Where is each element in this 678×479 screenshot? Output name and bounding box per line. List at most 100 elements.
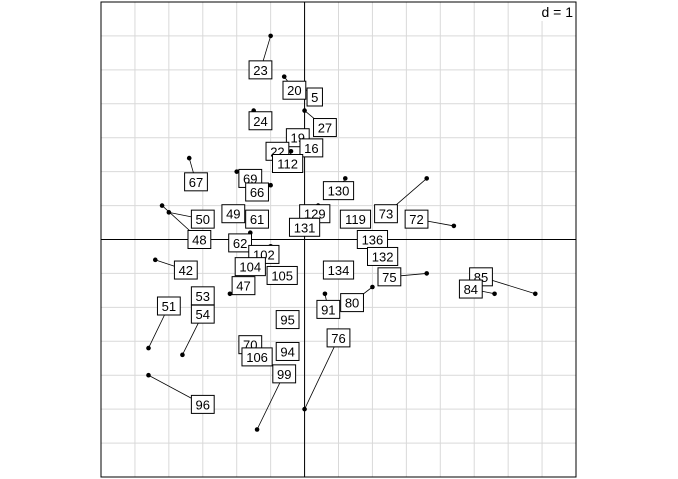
label-text: 94 <box>280 344 294 359</box>
label-text: 24 <box>253 114 267 129</box>
point-48 <box>159 203 165 208</box>
label-text: 95 <box>280 313 294 328</box>
label-132: 132 <box>367 246 399 266</box>
label-84: 84 <box>458 279 483 299</box>
label-box <box>272 364 297 384</box>
arrow-76 <box>304 337 339 410</box>
label-box <box>266 265 298 285</box>
label-62: 62 <box>228 233 253 253</box>
label-text: 23 <box>253 63 267 78</box>
label-54: 54 <box>190 304 215 324</box>
point-76 <box>302 406 307 412</box>
point-75 <box>424 271 430 276</box>
label-5: 5 <box>306 87 323 107</box>
point-51 <box>146 345 151 351</box>
point-112 <box>288 148 294 154</box>
label-text: 20 <box>287 83 301 98</box>
point-54 <box>180 352 185 358</box>
label-27: 27 <box>313 118 337 138</box>
label-text: 61 <box>250 212 264 227</box>
point-23 <box>268 33 273 39</box>
label-136: 136 <box>356 230 389 249</box>
label-50: 50 <box>190 209 215 229</box>
label-134: 134 <box>322 260 355 280</box>
label-box <box>231 276 256 296</box>
point-47 <box>227 291 233 297</box>
label-box <box>245 209 269 229</box>
label-20: 20 <box>282 80 307 100</box>
label-text: 80 <box>345 296 359 311</box>
label-box <box>190 394 215 414</box>
label-112: 112 <box>272 154 304 173</box>
label-73: 73 <box>374 204 398 224</box>
label-box <box>316 299 341 319</box>
label-61: 61 <box>245 209 269 229</box>
label-42: 42 <box>173 260 198 280</box>
label-text: 48 <box>192 233 206 248</box>
label-23: 23 <box>248 60 273 80</box>
label-box <box>190 304 215 324</box>
point-130 <box>342 176 348 181</box>
point-80 <box>370 284 375 290</box>
label-box <box>299 138 324 158</box>
point-50 <box>166 210 172 215</box>
label-94: 94 <box>275 341 300 361</box>
point-96 <box>146 372 151 378</box>
label-76: 76 <box>326 328 351 348</box>
label-text: 104 <box>239 260 261 275</box>
label-47: 47 <box>231 276 256 296</box>
label-80: 80 <box>340 293 364 313</box>
label-text: 73 <box>379 207 393 222</box>
point-27 <box>302 108 307 113</box>
point-42 <box>152 257 158 263</box>
label-104: 104 <box>234 257 266 277</box>
label-box <box>282 80 307 100</box>
point-67 <box>186 155 192 161</box>
label-24: 24 <box>248 111 273 131</box>
label-box <box>340 293 364 313</box>
label-16: 16 <box>299 138 324 158</box>
label-66: 66 <box>245 182 269 202</box>
label-text: 27 <box>318 121 332 136</box>
label-text: 112 <box>277 157 298 172</box>
label-119: 119 <box>339 209 372 229</box>
plot-frame <box>100 1 577 478</box>
label-box <box>245 182 269 202</box>
label-text: 119 <box>345 212 366 227</box>
label-text: 54 <box>196 307 210 322</box>
label-text: 51 <box>162 299 176 314</box>
label-box <box>156 296 181 316</box>
label-box <box>275 341 300 361</box>
label-box <box>173 260 198 280</box>
label-96: 96 <box>190 394 215 414</box>
label-text: 53 <box>196 289 210 304</box>
label-box <box>228 233 253 253</box>
label-131: 131 <box>288 217 321 237</box>
label-box <box>377 267 402 287</box>
label-box <box>367 246 399 266</box>
label-text: 105 <box>271 268 293 283</box>
point-69 <box>234 169 240 174</box>
label-box <box>248 111 273 131</box>
label-box <box>234 257 266 277</box>
label-text: 134 <box>328 263 350 278</box>
label-106: 106 <box>241 347 273 367</box>
label-box <box>374 204 398 224</box>
label-box <box>339 209 372 229</box>
label-box <box>241 347 273 367</box>
label-99: 99 <box>272 364 297 384</box>
label-95: 95 <box>275 310 300 330</box>
point-66 <box>268 182 273 188</box>
label-text: 49 <box>226 207 240 222</box>
label-text: 99 <box>277 367 291 382</box>
label-51: 51 <box>156 296 181 316</box>
point-99 <box>254 427 260 432</box>
label-53: 53 <box>190 286 215 306</box>
point-91 <box>322 291 328 297</box>
label-text: 130 <box>328 184 350 199</box>
point-85 <box>532 291 538 297</box>
label-text: 76 <box>331 331 345 346</box>
label-49: 49 <box>221 204 246 224</box>
label-box <box>184 172 208 192</box>
